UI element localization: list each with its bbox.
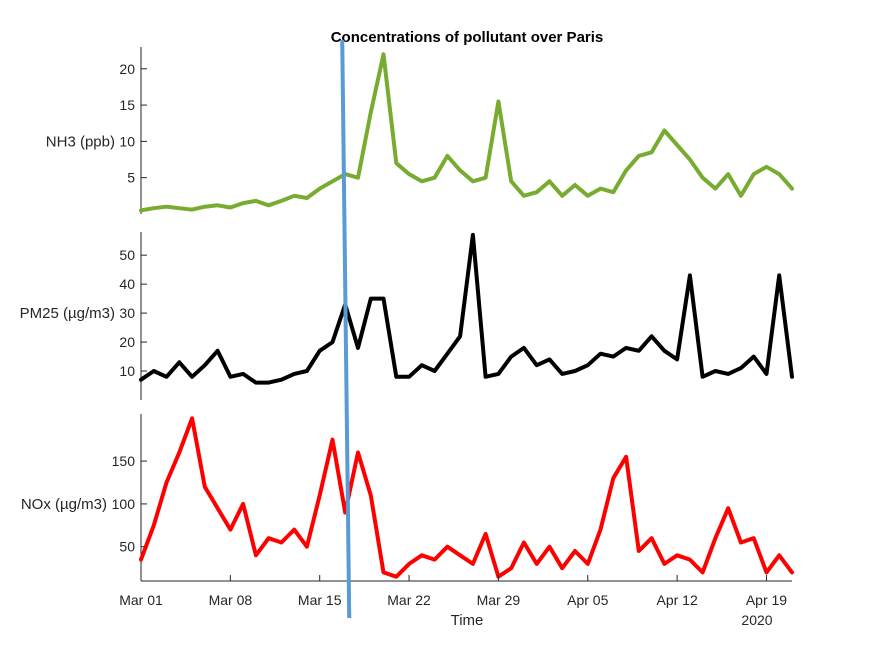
- x-tick-label: Mar 22: [387, 592, 431, 608]
- x-tick-label: Apr 05: [567, 592, 608, 608]
- y-axis-label: PM25 (µg/m3): [20, 305, 115, 322]
- y-axis-label: NH3 (ppb): [46, 133, 115, 150]
- y-tick-label: 30: [119, 305, 135, 321]
- y-tick-label: 40: [119, 276, 135, 292]
- y-tick-label: 50: [119, 539, 135, 555]
- y-axis-label: NOx (µg/m3): [21, 496, 107, 513]
- series-line-2: [139, 232, 794, 385]
- series-line-3: [139, 416, 794, 579]
- series-line-1: [139, 52, 794, 213]
- chart-title: Concentrations of pollutant over Paris: [331, 29, 604, 46]
- x-tick-label: Mar 01: [119, 592, 163, 608]
- y-tick-label: 20: [119, 334, 135, 350]
- panel-3: 50 100 150 NOx (µg/m3): [21, 414, 794, 581]
- y-tick-label: 50: [119, 247, 135, 263]
- y-tick-label: 10: [119, 133, 135, 149]
- x-axis-label: Time: [451, 612, 484, 629]
- y-tick-label: 15: [119, 97, 135, 113]
- y-tick-label: 5: [127, 170, 135, 186]
- x-tick-label: Apr 12: [656, 592, 697, 608]
- y-tick-label: 10: [119, 363, 135, 379]
- x-year-label: 2020: [741, 612, 772, 628]
- y-tick-label: 150: [112, 453, 136, 469]
- x-tick-label: Mar 29: [477, 592, 521, 608]
- x-tick-label: Apr 19: [746, 592, 787, 608]
- x-tick-label: Mar 08: [209, 592, 253, 608]
- y-tick-label: 20: [119, 61, 135, 77]
- panel-2: 10 20 30 40 50 PM25 (µg/m3): [20, 232, 794, 400]
- vertical-marker-line: [340, 39, 352, 619]
- panel-1: 5 10 15 20 NH3 (ppb): [46, 47, 794, 214]
- y-tick-label: 100: [112, 496, 136, 512]
- x-tick-label: Mar 15: [298, 592, 342, 608]
